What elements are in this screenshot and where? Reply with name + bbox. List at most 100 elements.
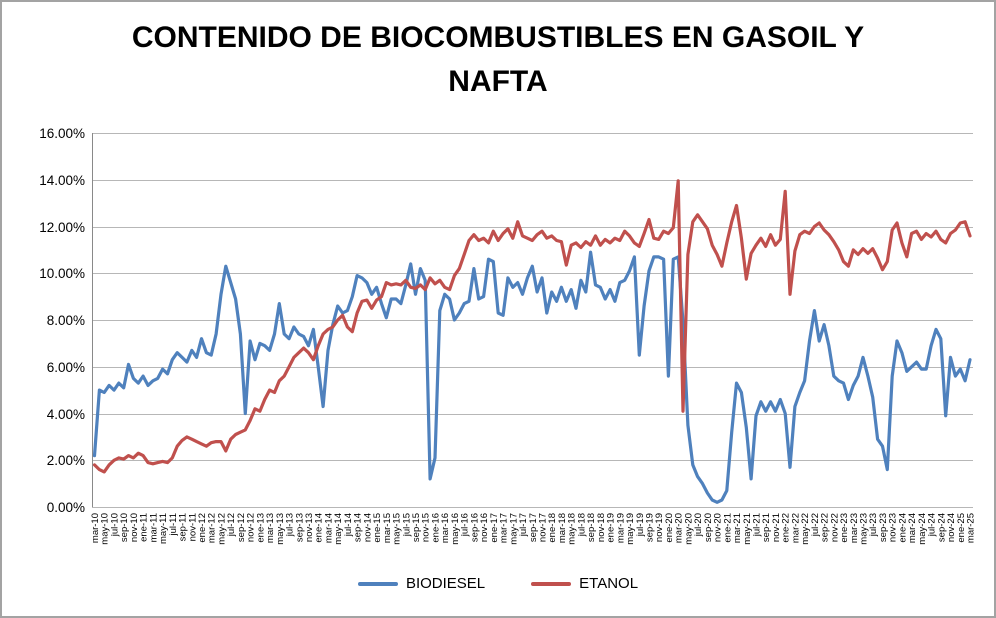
svg-text:ene-20: ene-20 bbox=[664, 513, 675, 543]
chart-title: CONTENIDO DE BIOCOMBUSTIBLES EN GASOIL Y… bbox=[131, 21, 865, 98]
svg-text:may-17: may-17 bbox=[508, 513, 519, 545]
svg-text:mar-23: mar-23 bbox=[849, 513, 860, 543]
svg-text:nov-19: nov-19 bbox=[654, 513, 665, 542]
svg-text:may-23: may-23 bbox=[858, 513, 869, 545]
svg-text:ene-12: ene-12 bbox=[197, 513, 208, 543]
svg-text:may-22: may-22 bbox=[800, 513, 811, 545]
svg-text:jul-24: jul-24 bbox=[927, 513, 938, 537]
svg-text:nov-14: nov-14 bbox=[362, 513, 373, 542]
svg-text:jul-22: jul-22 bbox=[810, 513, 821, 537]
svg-text:ene-13: ene-13 bbox=[255, 513, 266, 543]
svg-text:0.00%: 0.00% bbox=[47, 500, 85, 515]
svg-text:14.00%: 14.00% bbox=[39, 173, 85, 188]
svg-text:mar-24: mar-24 bbox=[907, 513, 918, 543]
svg-text:jul-17: jul-17 bbox=[518, 513, 529, 537]
svg-text:may-20: may-20 bbox=[683, 513, 694, 545]
svg-text:jul-10: jul-10 bbox=[109, 513, 120, 537]
svg-text:mar-18: mar-18 bbox=[557, 513, 568, 543]
svg-text:may-10: may-10 bbox=[100, 513, 111, 545]
svg-text:sep-16: sep-16 bbox=[469, 513, 480, 542]
legend-item-etanol: ETANOL bbox=[531, 575, 638, 592]
svg-text:nov-15: nov-15 bbox=[421, 513, 432, 542]
svg-text:sep-14: sep-14 bbox=[353, 513, 364, 542]
svg-text:ene-19: ene-19 bbox=[606, 513, 617, 543]
svg-text:2.00%: 2.00% bbox=[47, 453, 85, 468]
svg-text:mar-21: mar-21 bbox=[732, 513, 743, 543]
svg-text:nov-22: nov-22 bbox=[829, 513, 840, 542]
svg-text:jul-13: jul-13 bbox=[285, 513, 296, 537]
svg-text:mar-13: mar-13 bbox=[265, 513, 276, 543]
svg-text:nov-18: nov-18 bbox=[596, 513, 607, 542]
svg-text:sep-13: sep-13 bbox=[294, 513, 305, 542]
svg-text:ene-23: ene-23 bbox=[839, 513, 850, 543]
etanol-line-swatch bbox=[531, 581, 572, 586]
svg-text:mar-15: mar-15 bbox=[382, 513, 393, 543]
svg-text:mar-19: mar-19 bbox=[615, 513, 626, 543]
svg-text:6.00%: 6.00% bbox=[47, 360, 85, 375]
svg-text:sep-22: sep-22 bbox=[820, 513, 831, 542]
svg-text:ene-17: ene-17 bbox=[489, 513, 500, 543]
svg-text:sep-24: sep-24 bbox=[936, 513, 947, 542]
svg-text:mar-10: mar-10 bbox=[90, 513, 101, 543]
svg-text:4.00%: 4.00% bbox=[47, 407, 85, 422]
svg-text:10.00%: 10.00% bbox=[39, 266, 85, 281]
svg-text:ene-21: ene-21 bbox=[722, 513, 733, 543]
svg-text:mar-12: mar-12 bbox=[207, 513, 218, 543]
legend: BIODIESEL ETANOL bbox=[2, 575, 994, 592]
svg-text:nov-13: nov-13 bbox=[304, 513, 315, 542]
svg-text:mar-11: mar-11 bbox=[148, 513, 159, 542]
svg-text:nov-23: nov-23 bbox=[888, 513, 899, 542]
svg-text:8.00%: 8.00% bbox=[47, 313, 85, 328]
svg-text:nov-10: nov-10 bbox=[129, 513, 140, 542]
svg-text:jul-11: jul-11 bbox=[168, 513, 179, 537]
legend-label-biodiesel: BIODIESEL bbox=[405, 575, 486, 592]
svg-text:jul-14: jul-14 bbox=[343, 513, 354, 537]
svg-text:mar-25: mar-25 bbox=[966, 513, 977, 543]
svg-text:may-18: may-18 bbox=[567, 513, 578, 545]
svg-text:12.00%: 12.00% bbox=[39, 220, 85, 235]
legend-item-biodiesel: BIODIESEL bbox=[357, 575, 486, 592]
svg-text:jul-16: jul-16 bbox=[460, 513, 471, 537]
svg-text:sep-12: sep-12 bbox=[236, 513, 247, 542]
svg-text:may-19: may-19 bbox=[625, 513, 636, 545]
svg-text:sep-23: sep-23 bbox=[878, 513, 889, 542]
svg-text:may-21: may-21 bbox=[742, 513, 753, 545]
svg-text:may-12: may-12 bbox=[216, 513, 227, 545]
svg-text:mar-14: mar-14 bbox=[323, 513, 334, 543]
svg-text:jul-18: jul-18 bbox=[576, 513, 587, 537]
svg-text:nov-16: nov-16 bbox=[479, 513, 490, 542]
legend-label-etanol: ETANOL bbox=[579, 575, 639, 592]
svg-text:ene-16: ene-16 bbox=[430, 513, 441, 543]
svg-text:16.00%: 16.00% bbox=[39, 126, 85, 141]
svg-text:sep-19: sep-19 bbox=[644, 513, 655, 542]
svg-text:may-15: may-15 bbox=[392, 513, 403, 545]
svg-text:jul-20: jul-20 bbox=[693, 513, 704, 537]
svg-text:jul-21: jul-21 bbox=[751, 513, 762, 537]
svg-text:sep-17: sep-17 bbox=[528, 513, 539, 542]
svg-text:may-16: may-16 bbox=[450, 513, 461, 545]
svg-text:nov-12: nov-12 bbox=[246, 513, 257, 542]
svg-text:sep-21: sep-21 bbox=[761, 513, 772, 542]
svg-text:nov-11: nov-11 bbox=[187, 513, 198, 541]
svg-text:may-11: may-11 bbox=[158, 513, 169, 544]
svg-text:jul-15: jul-15 bbox=[401, 513, 412, 537]
svg-text:sep-10: sep-10 bbox=[119, 513, 130, 542]
svg-text:nov-20: nov-20 bbox=[713, 513, 724, 542]
svg-text:mar-17: mar-17 bbox=[499, 513, 510, 543]
svg-text:sep-20: sep-20 bbox=[703, 513, 714, 542]
svg-text:may-24: may-24 bbox=[917, 513, 928, 545]
svg-text:jul-23: jul-23 bbox=[868, 513, 879, 537]
svg-text:ene-15: ene-15 bbox=[372, 513, 383, 543]
svg-text:ene-14: ene-14 bbox=[314, 513, 325, 543]
svg-text:jul-12: jul-12 bbox=[226, 513, 237, 537]
svg-text:jul-19: jul-19 bbox=[635, 513, 646, 537]
svg-text:sep-15: sep-15 bbox=[411, 513, 422, 542]
svg-text:nov-21: nov-21 bbox=[771, 513, 782, 542]
svg-text:mar-20: mar-20 bbox=[674, 513, 685, 543]
svg-text:mar-22: mar-22 bbox=[790, 513, 801, 543]
svg-text:nov-24: nov-24 bbox=[946, 513, 957, 542]
svg-text:ene-18: ene-18 bbox=[547, 513, 558, 543]
svg-text:ene-25: ene-25 bbox=[956, 513, 967, 543]
